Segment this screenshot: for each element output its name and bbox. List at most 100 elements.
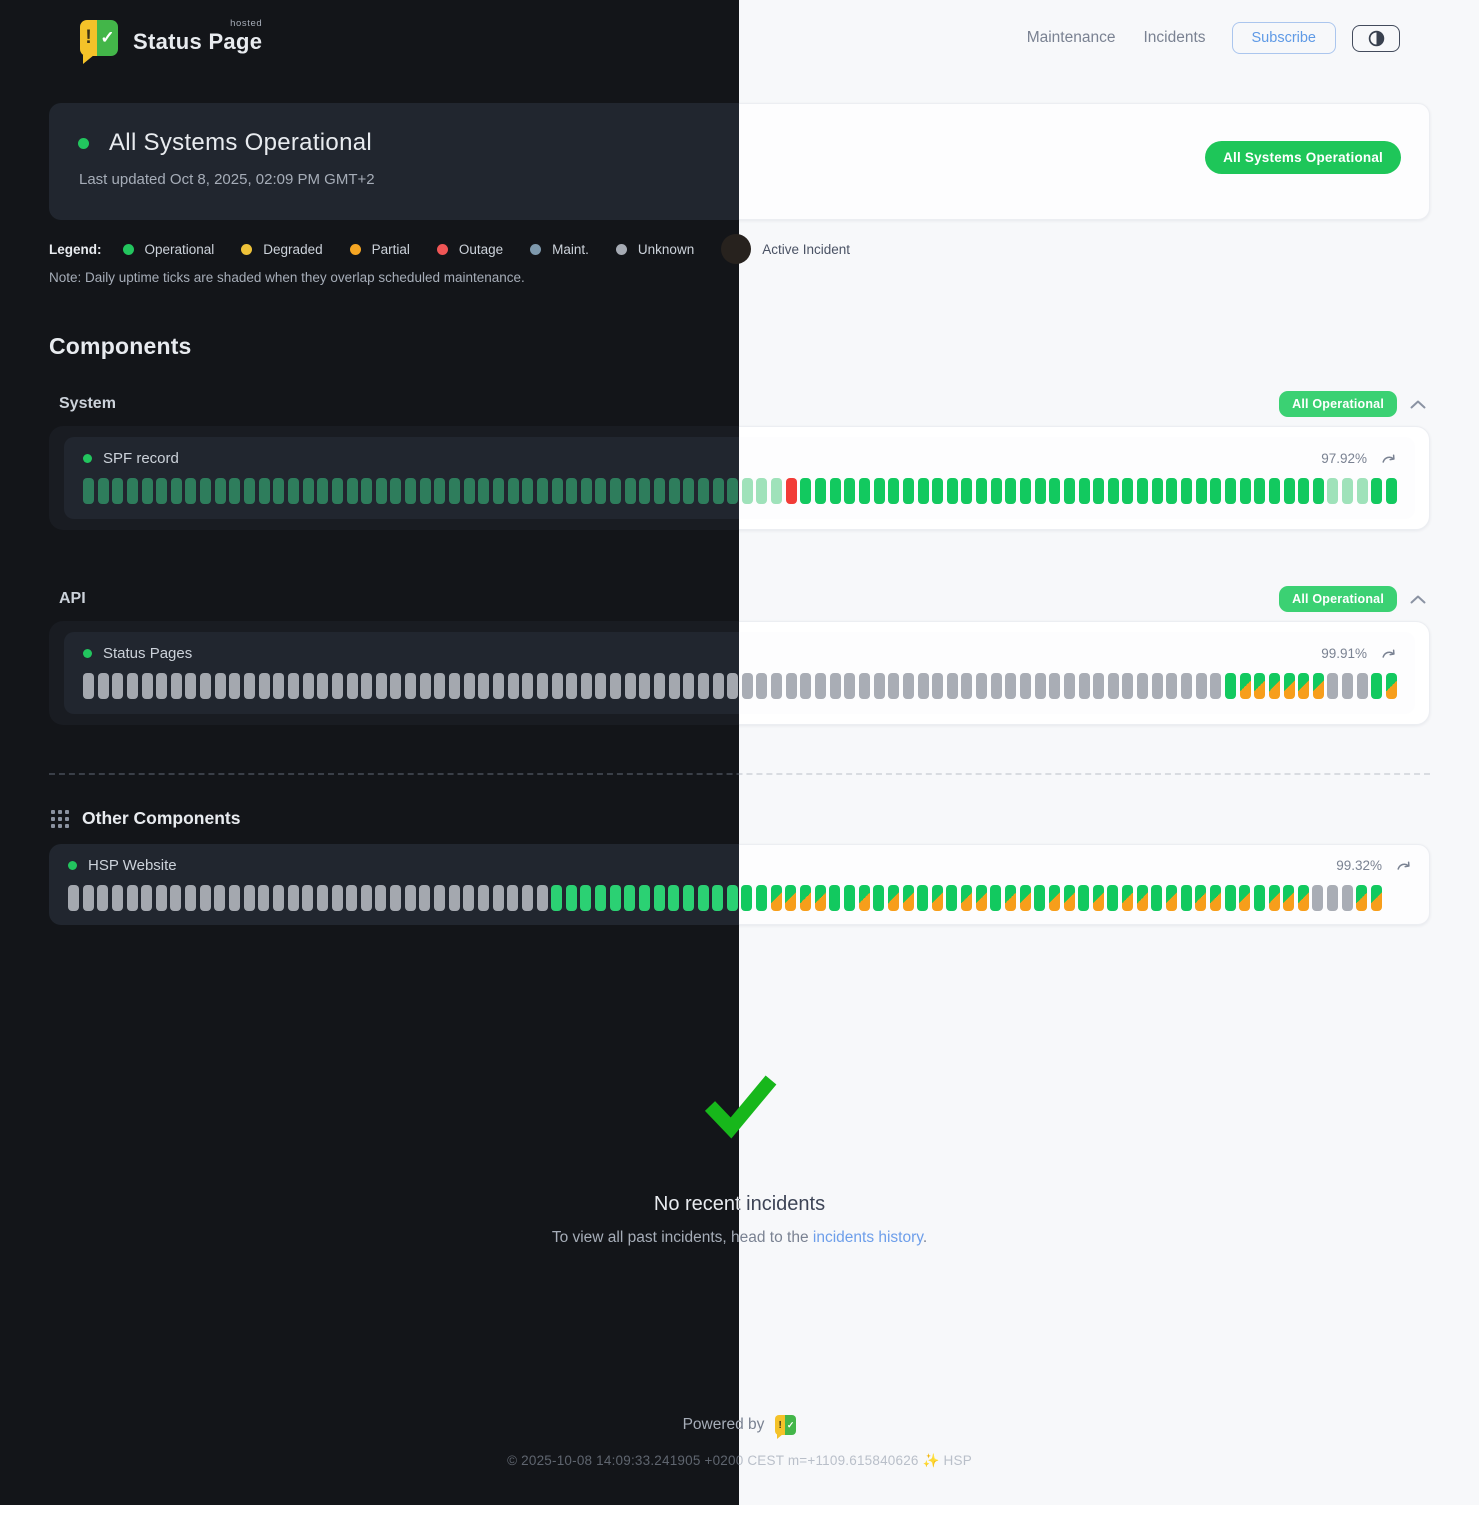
uptime-tick — [551, 673, 563, 699]
uptime-tick — [961, 478, 973, 504]
uptime-tick — [287, 885, 299, 911]
uptime-tick — [155, 885, 167, 911]
uptime-tick — [961, 885, 973, 911]
uptime-tick — [287, 478, 299, 504]
uptime-tick — [1093, 673, 1105, 699]
uptime-tick — [580, 478, 592, 504]
uptime-tick — [1210, 478, 1222, 504]
uptime-tick — [624, 885, 636, 911]
uptime-tick — [1137, 478, 1149, 504]
legend-label: Legend: — [49, 241, 102, 257]
uptime-tick — [1371, 478, 1383, 504]
uptime-tick — [449, 478, 461, 504]
uptime-tick — [390, 885, 402, 911]
uptime-tick — [390, 478, 402, 504]
no-incidents-subtitle: To view all past incidents, head to the … — [739, 1229, 1430, 1247]
uptime-tick — [229, 478, 241, 504]
uptime-tick — [902, 673, 914, 699]
uptime-tick — [1151, 885, 1163, 911]
uptime-tick — [551, 478, 563, 504]
refresh-icon[interactable] — [1397, 860, 1411, 872]
uptime-tick — [449, 673, 461, 699]
incidents-history-link[interactable]: incidents history — [812, 1229, 923, 1246]
refresh-icon[interactable] — [1382, 648, 1396, 660]
uptime-tick — [141, 885, 153, 911]
section-divider — [739, 773, 1430, 775]
uptime-tick — [1078, 478, 1090, 504]
uptime-tick — [83, 478, 94, 504]
uptime-tick — [990, 673, 1002, 699]
uptime-tick — [126, 673, 138, 699]
no-incidents-title: No recent incidents — [653, 1193, 826, 1215]
legend-item-label: Partial — [371, 241, 410, 257]
uptime-tick — [727, 673, 739, 699]
theme-toggle-button[interactable] — [1352, 24, 1400, 52]
uptime-tick — [1356, 478, 1368, 504]
other-components-header: Other Components — [49, 808, 1430, 829]
logo-check-icon: ✓ — [784, 1415, 797, 1435]
uptime-tick — [800, 478, 812, 504]
uptime-tick — [844, 673, 856, 699]
uptime-tick — [1298, 478, 1310, 504]
subscribe-button[interactable]: Subscribe — [1231, 22, 1336, 54]
refresh-icon[interactable] — [1382, 453, 1396, 465]
uptime-tick — [1371, 885, 1383, 911]
group-card: Status Pages99.91% — [739, 621, 1430, 725]
uptime-tick — [477, 885, 489, 911]
uptime-tick — [770, 885, 782, 911]
uptime-tick — [361, 478, 373, 504]
uptime-tick — [1151, 478, 1163, 504]
chevron-up-icon[interactable] — [1410, 595, 1426, 604]
uptime-tick — [507, 885, 519, 911]
component-row-header: Status Pages99.91% — [739, 645, 1396, 662]
uptime-tick — [1005, 885, 1016, 911]
uptime-tick — [185, 673, 197, 699]
component-group-api: APIAll Operational Status Pages99.91% — [739, 586, 1430, 725]
uptime-tick — [917, 885, 929, 911]
uptime-tick — [331, 673, 343, 699]
uptime-tick — [1297, 885, 1309, 911]
brand-title: Status Page — [133, 29, 263, 54]
uptime-tick — [1063, 673, 1075, 699]
uptime-tick — [229, 673, 241, 699]
uptime-tick — [1386, 673, 1398, 699]
uptime-tick — [785, 885, 797, 911]
uptime-tick — [756, 673, 768, 699]
uptime-tick — [1224, 478, 1236, 504]
uptime-tick — [1239, 885, 1251, 911]
component-status-dot — [83, 649, 92, 658]
uptime-tick — [858, 478, 870, 504]
uptime-tick — [932, 673, 944, 699]
nav-maintenance[interactable]: Maintenance — [1026, 29, 1116, 46]
uptime-tick — [1181, 478, 1193, 504]
uptime-tick — [1195, 673, 1207, 699]
uptime-tick — [1386, 478, 1398, 504]
uptime-tick — [1210, 673, 1222, 699]
uptime-tick — [97, 478, 109, 504]
legend-item: Operational — [122, 242, 214, 257]
uptime-tick — [566, 478, 578, 504]
uptime-tick — [141, 673, 153, 699]
uptime-tick — [1327, 885, 1339, 911]
uptime-ticks — [739, 885, 1411, 911]
uptime-tick — [1166, 478, 1178, 504]
chevron-up-icon[interactable] — [1410, 400, 1426, 409]
uptime-tick — [1093, 478, 1105, 504]
uptime-tick — [638, 885, 650, 911]
uptime-tick — [1034, 478, 1046, 504]
uptime-tick — [536, 885, 548, 911]
footer-logo-icon[interactable]: ! ✓ — [775, 1415, 797, 1439]
legend-row: Legend: OperationalDegradedPartialOutage… — [739, 234, 1430, 264]
uptime-tick — [200, 673, 212, 699]
nav-incidents[interactable]: Incidents — [1143, 29, 1206, 46]
uptime-tick — [624, 478, 636, 504]
group-status-badge: All Operational — [1279, 391, 1397, 417]
logo-bubble-tail — [83, 55, 94, 64]
hosted-label: hosted — [230, 18, 263, 29]
uptime-tick — [302, 885, 314, 911]
uptime-tick — [404, 885, 416, 911]
uptime-tick — [976, 673, 988, 699]
uptime-tick — [112, 478, 124, 504]
uptime-tick — [521, 885, 533, 911]
uptime-tick — [1078, 673, 1090, 699]
